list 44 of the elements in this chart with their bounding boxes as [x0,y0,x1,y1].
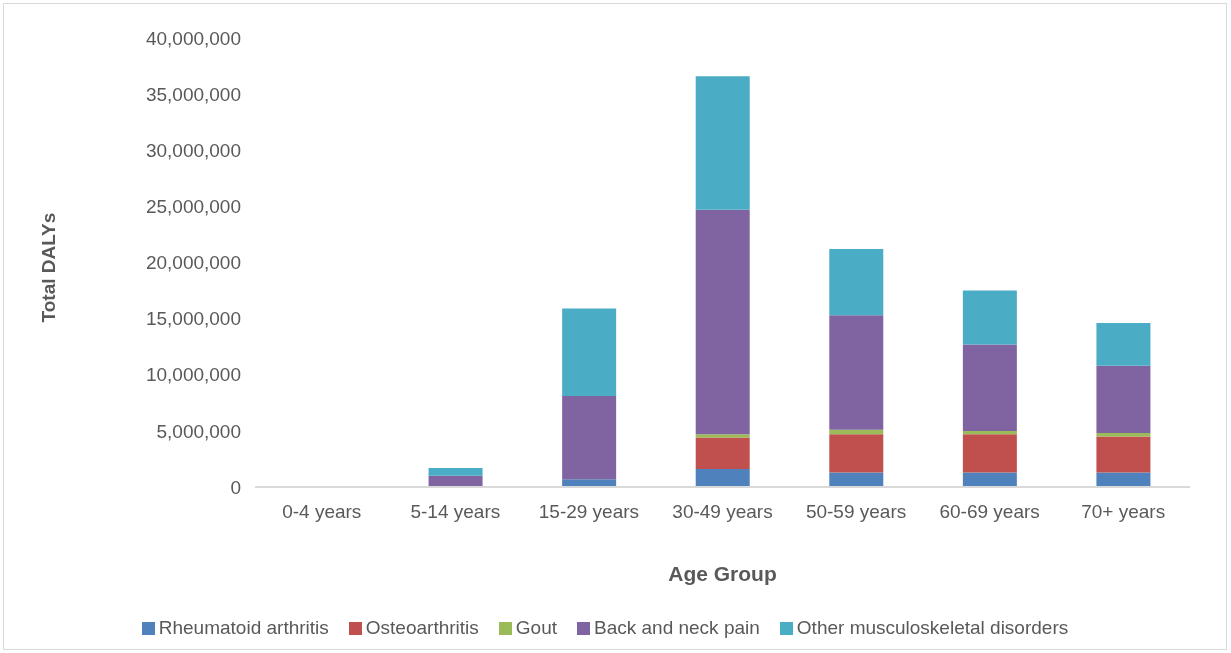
x-tick-label: 50-59 years [805,501,907,523]
y-tick-label: 25,000,000 [145,196,241,218]
y-tick-label: 15,000,000 [145,308,241,330]
y-tick-label: 35,000,000 [145,83,241,105]
bar [962,290,1017,345]
bar [695,76,750,210]
bar [962,344,1017,431]
bar [829,472,884,487]
y-tick-label: 0 [230,476,241,498]
legend-label: Back and neck pain [593,617,760,638]
y-tick-label: 40,000,000 [145,27,241,49]
bar [695,469,750,487]
bar [829,315,884,430]
legend-label: Rheumatoid arthritis [158,617,329,638]
x-axis-title: Age Group [668,562,777,585]
x-tick-label: 70+ years [1081,501,1166,523]
bar [695,437,750,470]
x-tick-label: 30-49 years [672,501,773,523]
bar [829,434,884,473]
y-axis-title: Total DALYs [37,212,59,323]
bar [1096,472,1151,487]
y-tick-label: 10,000,000 [145,364,241,386]
x-tick-label: 15-29 years [538,501,640,523]
bar [1096,436,1151,473]
bar [1096,365,1151,434]
bar [428,467,483,476]
bar [829,249,884,316]
bar [962,434,1017,473]
y-tick-label: 5,000,000 [156,420,241,442]
bar [962,472,1017,487]
x-tick-label: 0-4 years [282,501,362,523]
bar [562,308,617,397]
legend-label: Gout [515,617,557,638]
y-tick-label: 30,000,000 [145,139,241,161]
bar [695,434,750,438]
bar [562,396,617,480]
x-tick-label: 5-14 years [410,501,501,523]
x-tick-label: 60-69 years [939,501,1040,523]
bar [428,475,483,486]
bar [695,209,750,435]
bar [1096,323,1151,366]
legend-label: Other musculoskeletal disorders [796,617,1069,638]
legend-label: Osteoarthritis [365,617,479,638]
y-tick-label: 20,000,000 [145,252,241,274]
